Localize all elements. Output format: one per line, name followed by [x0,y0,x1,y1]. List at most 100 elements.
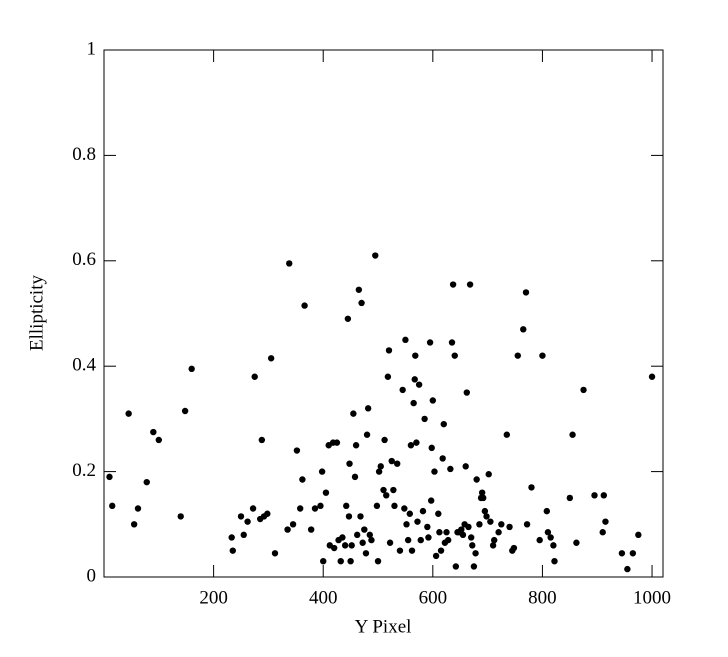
point [473,476,480,483]
point [426,339,434,346]
point [386,539,394,546]
point [396,547,404,554]
point [333,439,341,446]
point [472,550,479,557]
point [514,352,521,359]
point [440,420,447,428]
point [476,521,483,528]
point [466,281,474,288]
point [591,492,598,499]
x-tick-label: 200 [199,587,228,608]
point [320,557,327,565]
point [341,542,349,549]
point [181,407,189,415]
point [177,513,184,520]
point [404,536,412,544]
point [428,444,435,452]
point [510,544,518,552]
point [357,513,364,520]
point [109,502,116,510]
point [491,536,498,544]
point [489,542,497,549]
point [600,492,608,499]
point [240,531,247,539]
point [383,492,390,499]
point [384,373,392,380]
point [569,431,576,438]
point [429,397,437,404]
point [543,507,551,515]
point [437,547,445,554]
point [130,521,138,528]
point [648,373,656,380]
point [467,534,475,541]
point [388,457,395,465]
point [249,505,257,512]
point [539,352,546,359]
point [480,494,487,502]
point [296,505,304,512]
point [188,365,195,373]
point [364,405,372,412]
point [351,473,359,481]
point [520,326,527,333]
point [244,518,251,525]
x-tick-label: 800 [528,587,557,608]
point [363,431,371,438]
point [352,442,360,449]
point [498,521,505,528]
y-tick-label: 0.6 [72,249,96,270]
point [307,526,315,533]
point [377,463,384,470]
point [264,510,271,517]
point [301,302,308,309]
point [411,376,418,383]
x-tick-label: 1000 [633,587,671,608]
point [289,521,297,528]
point [452,563,460,570]
point [346,460,353,467]
point [373,502,381,510]
point [547,534,554,541]
point [447,465,454,473]
point [432,552,440,560]
y-tick-label: 0.2 [72,460,96,481]
point [403,521,410,528]
point [348,542,355,549]
point [523,521,531,528]
y-tick-label: 0.8 [72,144,96,165]
point [487,518,494,525]
point [444,536,452,544]
point [347,557,354,565]
point [449,281,457,288]
point [343,502,350,510]
point [228,534,235,541]
point [417,536,424,544]
point [374,557,382,565]
point [402,336,409,344]
point [448,339,456,346]
point [362,550,370,557]
point [410,399,417,407]
point [391,502,398,510]
point [425,534,432,541]
point [399,386,406,394]
point [359,539,366,546]
point [463,389,471,396]
point [421,415,428,423]
point [375,468,383,475]
point [451,352,458,359]
point [506,523,513,531]
point [155,436,163,444]
point [143,478,150,486]
point [419,507,427,515]
point [286,260,293,267]
point [439,455,446,462]
point [394,460,401,467]
point [481,507,489,515]
point [401,505,408,512]
point [339,534,346,541]
point [478,489,486,496]
point [602,518,609,525]
point [462,463,469,470]
